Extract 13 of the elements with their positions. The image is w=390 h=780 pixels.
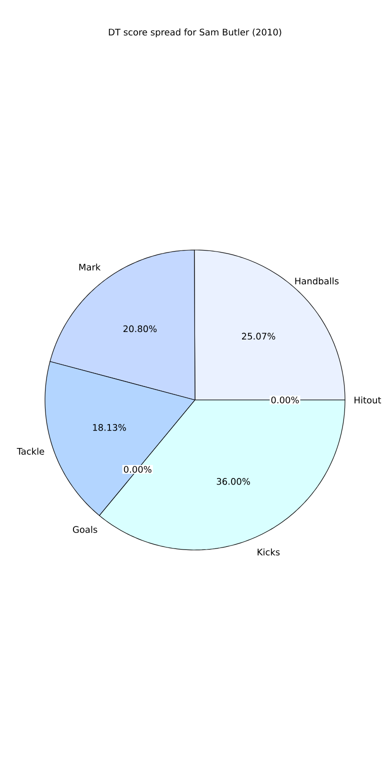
category-label: Hitout (354, 396, 382, 404)
chart-title: DT score spread for Sam Butler (2010) (108, 28, 282, 38)
text: 0.00% (271, 396, 299, 404)
data-label: 18.13% (93, 424, 126, 431)
slice-label: Tackle (16, 448, 44, 455)
slice-label: Handballs (295, 277, 339, 284)
slice-label: Kicks (258, 548, 280, 556)
text: 0.00% (124, 466, 152, 473)
data-label: 20.80% (123, 325, 157, 332)
data-label: 25.07% (242, 332, 276, 340)
category-label: Goals (72, 526, 98, 533)
slice-label: Mark (79, 264, 101, 271)
data-label: 36.00% (216, 478, 250, 485)
